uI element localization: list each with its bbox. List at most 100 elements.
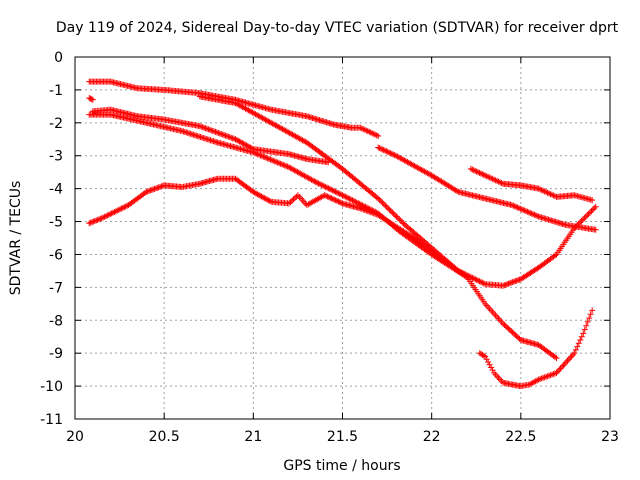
data-point <box>336 190 343 197</box>
data-point <box>376 196 383 203</box>
data-point <box>546 372 553 379</box>
data-point <box>558 363 565 370</box>
data-point <box>228 134 235 141</box>
data-point <box>388 150 395 157</box>
y-tick-label: -8 <box>49 313 63 329</box>
data-point <box>338 191 345 198</box>
data-point <box>335 198 342 205</box>
data-point <box>488 175 495 182</box>
data-point <box>152 185 159 192</box>
data-point <box>584 318 591 325</box>
data-point <box>257 152 264 159</box>
data-point <box>538 187 545 194</box>
data-point <box>588 208 595 215</box>
data-point <box>577 219 584 226</box>
data-point <box>510 202 517 209</box>
data-point <box>489 175 496 182</box>
data-point <box>225 133 232 140</box>
data-point <box>221 132 228 139</box>
data-point <box>357 124 364 131</box>
data-point <box>253 150 260 157</box>
y-tick-label: -3 <box>49 149 63 165</box>
data-point <box>473 168 480 175</box>
data-point <box>506 326 513 333</box>
data-point <box>328 195 335 202</box>
data-point <box>380 147 387 154</box>
data-point <box>373 132 380 139</box>
data-point <box>89 96 96 103</box>
data-point <box>524 208 531 215</box>
data-point <box>537 375 544 382</box>
data-point <box>322 183 329 190</box>
data-point <box>509 329 516 336</box>
data-point <box>572 223 579 230</box>
data-point <box>572 346 579 353</box>
data-point <box>363 207 370 214</box>
data-point <box>479 171 486 178</box>
x-tick-label: 20.5 <box>149 429 180 445</box>
data-point <box>552 252 559 259</box>
data-point <box>261 154 268 161</box>
data-point <box>479 279 486 286</box>
data-point <box>356 200 363 207</box>
data-point <box>589 206 596 213</box>
y-tick-label: -4 <box>49 182 63 198</box>
data-point <box>358 125 365 132</box>
data-point <box>280 161 287 168</box>
data-point <box>281 162 288 169</box>
data-point <box>386 206 393 213</box>
data-point <box>329 187 336 194</box>
data-point <box>318 181 325 188</box>
series-track-a2 <box>375 144 599 233</box>
data-point <box>377 198 384 205</box>
data-point <box>550 192 557 199</box>
data-point <box>146 187 153 194</box>
data-point <box>470 275 477 282</box>
data-point <box>506 280 513 287</box>
y-tick-label: -5 <box>49 215 63 231</box>
data-point <box>577 337 584 344</box>
data-point <box>343 194 350 201</box>
x-tick-label: 21 <box>244 429 262 445</box>
data-point <box>591 205 598 212</box>
data-point <box>342 193 349 200</box>
data-point <box>491 176 498 183</box>
data-point <box>522 208 529 215</box>
data-point <box>383 148 390 155</box>
data-point <box>288 197 295 204</box>
data-point <box>101 213 108 220</box>
data-point <box>387 150 394 157</box>
data-point <box>482 353 489 360</box>
data-point <box>334 197 341 204</box>
data-point <box>87 219 94 226</box>
data-point <box>372 131 379 138</box>
data-point <box>213 129 220 136</box>
data-point <box>540 374 547 381</box>
data-point <box>231 135 238 142</box>
data-point <box>86 220 93 227</box>
data-point <box>571 350 578 357</box>
data-point <box>513 203 520 210</box>
data-point <box>473 276 480 283</box>
data-point <box>357 205 364 212</box>
data-point <box>569 351 576 358</box>
data-point <box>477 278 484 285</box>
data-point <box>89 219 96 226</box>
data-point <box>396 216 403 223</box>
data-point <box>266 155 273 162</box>
data-point <box>363 127 370 134</box>
data-point <box>581 215 588 222</box>
data-point <box>504 281 511 288</box>
data-point <box>198 123 205 130</box>
data-point <box>314 179 321 186</box>
data-point <box>112 208 119 215</box>
data-point <box>155 184 162 191</box>
data-point <box>534 213 541 220</box>
data-point <box>144 188 151 195</box>
data-point <box>326 185 333 192</box>
data-point <box>574 343 581 350</box>
data-point <box>278 161 285 168</box>
data-point <box>203 125 210 132</box>
data-point <box>567 354 574 361</box>
data-point <box>370 130 377 137</box>
